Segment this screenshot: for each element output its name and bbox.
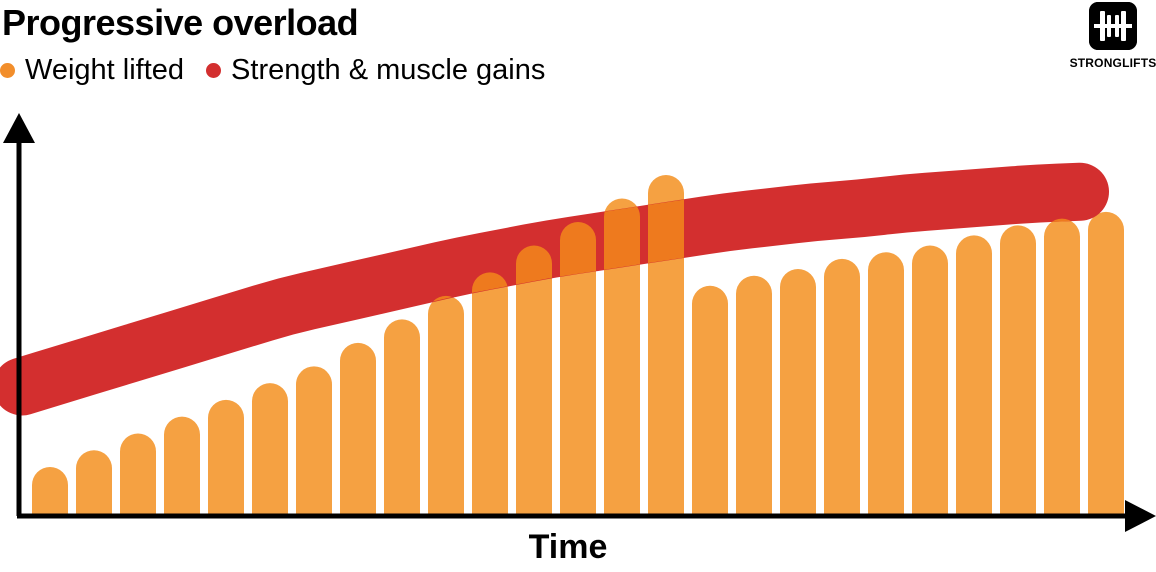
legend-dot-icon bbox=[0, 63, 15, 78]
weight-bar bbox=[296, 366, 332, 514]
weight-bar bbox=[692, 285, 728, 514]
legend-label: Strength & muscle gains bbox=[231, 54, 546, 86]
weight-bar bbox=[76, 450, 112, 514]
weight-bar bbox=[428, 295, 464, 514]
weight-bar bbox=[604, 198, 640, 514]
weight-bar bbox=[516, 245, 552, 514]
weight-bar bbox=[1044, 218, 1080, 514]
x-axis bbox=[17, 500, 1156, 532]
weight-bar bbox=[208, 399, 244, 514]
legend-dot-icon bbox=[206, 63, 222, 78]
weight-bar bbox=[912, 245, 948, 514]
weight-bar bbox=[736, 275, 772, 514]
weight-bar bbox=[780, 268, 816, 514]
chart-title: Progressive overload bbox=[2, 2, 359, 43]
x-axis-label: Time bbox=[529, 528, 608, 566]
weight-lifted-bars bbox=[32, 175, 1124, 515]
weight-bar bbox=[1088, 211, 1124, 515]
strength-gains-line bbox=[0, 162, 1109, 416]
weight-bar bbox=[252, 383, 288, 514]
legend-item-weight: Weight lifted bbox=[0, 54, 184, 87]
barbell-icon bbox=[1089, 2, 1137, 50]
weight-bar bbox=[560, 221, 596, 514]
logo-text: STRONGLIFTS bbox=[1069, 56, 1156, 70]
x-axis-arrow-icon bbox=[1125, 500, 1156, 532]
chart-legend: Weight lifted Strength & muscle gains bbox=[0, 54, 567, 87]
legend-label: Weight lifted bbox=[25, 54, 185, 86]
weight-bar bbox=[1000, 225, 1036, 514]
weight-bar bbox=[868, 252, 904, 514]
stronglifts-logo: STRONGLIFTS bbox=[1070, 2, 1156, 70]
weight-bar bbox=[956, 235, 992, 515]
weight-bar bbox=[472, 272, 508, 514]
weight-bar bbox=[32, 467, 68, 514]
weight-bar bbox=[340, 342, 376, 514]
weight-bar bbox=[164, 416, 200, 514]
weight-bar bbox=[824, 258, 860, 514]
y-axis-arrow-icon bbox=[3, 113, 35, 143]
weight-bar bbox=[120, 433, 156, 514]
legend-item-strength: Strength & muscle gains bbox=[206, 54, 545, 87]
y-axis bbox=[3, 113, 35, 516]
weight-bar bbox=[384, 319, 420, 514]
